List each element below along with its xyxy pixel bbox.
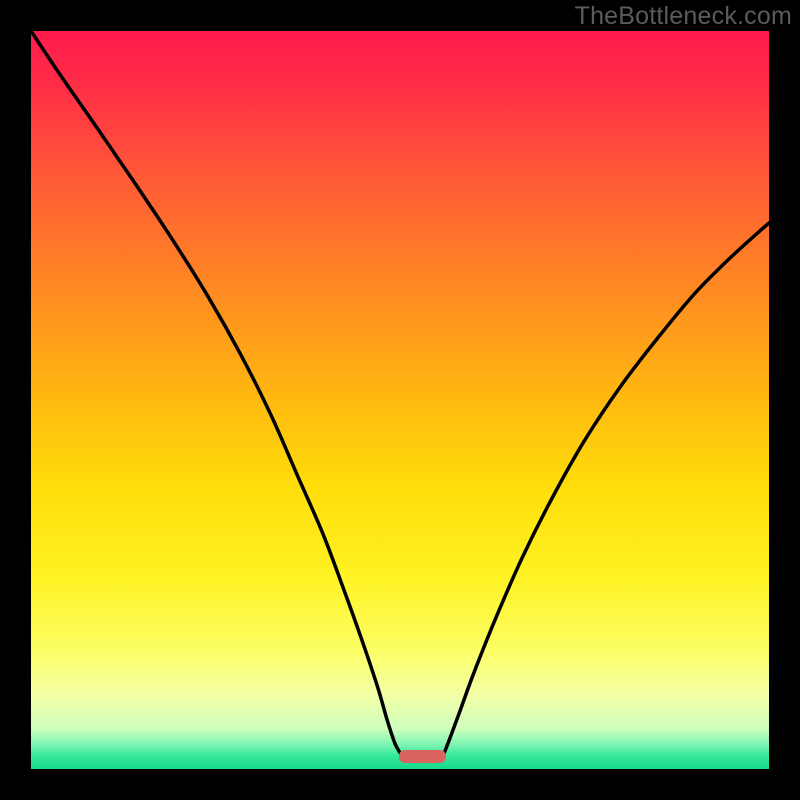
- curve-left: [31, 31, 400, 753]
- watermark-text: TheBottleneck.com: [575, 2, 792, 31]
- bottleneck-curves: [31, 31, 769, 769]
- plot-area: [31, 31, 769, 769]
- valley-marker: [399, 750, 446, 763]
- chart-frame: TheBottleneck.com: [0, 0, 800, 800]
- curve-right: [444, 223, 769, 753]
